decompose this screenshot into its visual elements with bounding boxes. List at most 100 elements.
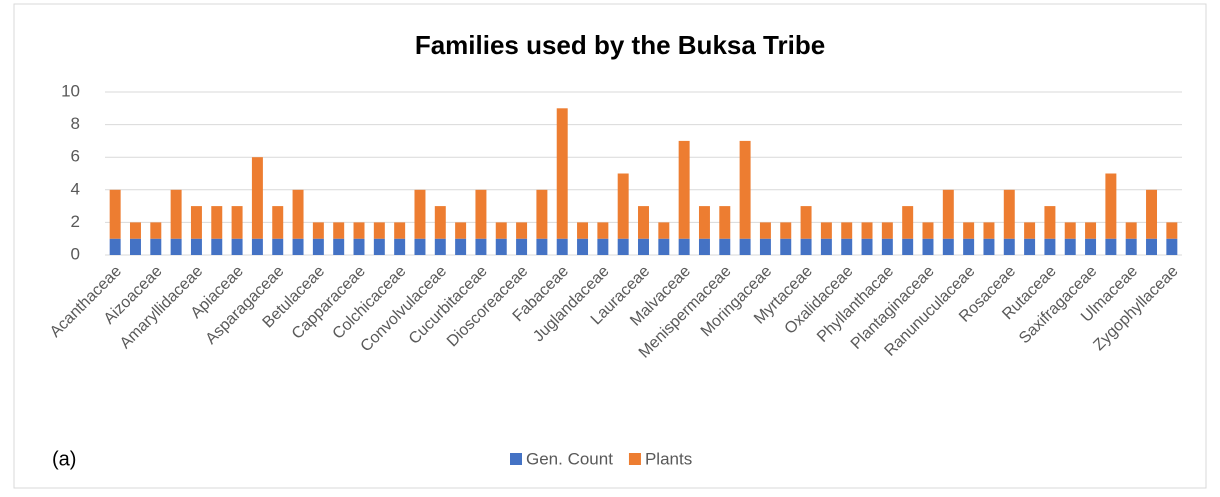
bar-segment xyxy=(170,189,182,239)
bar-segment xyxy=(861,222,873,239)
bar-segment xyxy=(373,238,385,255)
bar-segment xyxy=(251,238,263,255)
bar-segment xyxy=(780,238,792,255)
bar-segment xyxy=(1003,238,1015,255)
bar-segment xyxy=(475,238,487,255)
bar-segment xyxy=(455,222,467,239)
bar-segment xyxy=(129,238,141,255)
bar-segment xyxy=(190,238,202,255)
bar-segment xyxy=(109,189,121,239)
bar-segment xyxy=(394,238,406,255)
bar-segment xyxy=(272,206,284,239)
bar-segment xyxy=(109,238,121,255)
bar-segment xyxy=(231,238,243,255)
bar-segment xyxy=(983,238,995,255)
bar-segment xyxy=(1003,189,1015,239)
y-tick-label: 0 xyxy=(71,244,80,263)
legend-label: Gen. Count xyxy=(526,449,613,468)
bar-segment xyxy=(333,238,345,255)
bar-segment xyxy=(312,238,324,255)
bar-segment xyxy=(129,222,141,239)
bar-segment xyxy=(150,238,162,255)
bar-segment xyxy=(922,222,934,239)
bar-segment xyxy=(414,189,426,239)
bar-segment xyxy=(739,238,751,255)
bar-segment xyxy=(963,238,975,255)
bar-segment xyxy=(1105,173,1117,239)
bar-segment xyxy=(942,189,954,239)
bar-segment xyxy=(1125,222,1137,239)
bar-segment xyxy=(1044,206,1056,239)
bar-segment xyxy=(597,238,609,255)
bar-segment xyxy=(577,238,589,255)
legend-swatch xyxy=(628,453,641,465)
bar-segment xyxy=(1044,238,1056,255)
bar-segment xyxy=(638,206,649,239)
bar-segment xyxy=(170,238,182,255)
bar-segment xyxy=(820,222,832,239)
bar-segment xyxy=(414,238,426,255)
bar-segment xyxy=(658,222,670,239)
bar-segment xyxy=(150,222,162,239)
bar-segment xyxy=(1085,222,1097,239)
bar-segment xyxy=(780,222,792,239)
bar-segment xyxy=(1064,222,1076,239)
bar-segment xyxy=(292,189,304,239)
bar-segment xyxy=(516,238,528,255)
bar-segment xyxy=(678,238,690,255)
bar-segment xyxy=(536,238,548,255)
bar-segment xyxy=(434,206,446,239)
bar-segment xyxy=(190,206,202,239)
y-tick-label: 8 xyxy=(71,114,80,133)
bar-segment xyxy=(251,157,263,239)
bar-segment xyxy=(353,238,365,255)
bar-segment xyxy=(1024,238,1036,255)
bar-segment xyxy=(719,206,731,239)
bar-segment xyxy=(1146,189,1158,239)
y-tick-label: 6 xyxy=(71,147,80,166)
bar-segment xyxy=(942,238,954,255)
bar-segment xyxy=(800,206,812,239)
bar-segment xyxy=(211,206,223,239)
bar-segment xyxy=(678,140,690,239)
bar-segment xyxy=(820,238,832,255)
y-tick-label: 10 xyxy=(61,81,80,100)
bar-segment xyxy=(556,108,568,239)
bar-segment xyxy=(353,222,365,239)
bar-segment xyxy=(698,238,710,255)
bar-segment xyxy=(211,238,223,255)
bar-segment xyxy=(1064,238,1076,255)
legend-label: Plants xyxy=(645,449,692,468)
bar-segment xyxy=(516,222,528,239)
legend-swatch xyxy=(510,453,522,465)
bar-segment xyxy=(1166,222,1178,239)
bar-segment xyxy=(759,222,771,239)
bar-segment xyxy=(475,189,487,239)
bar-segment xyxy=(231,206,243,239)
annotation: (a) xyxy=(52,448,76,470)
bar-segment xyxy=(1024,222,1036,239)
bar-segment xyxy=(312,222,324,239)
chart-title: Families used by the Buksa Tribe xyxy=(415,30,825,60)
bar-segment xyxy=(902,238,914,255)
bar-segment xyxy=(373,222,385,239)
bar-segment xyxy=(577,222,589,239)
bar-segment xyxy=(800,238,812,255)
y-tick-label: 4 xyxy=(71,179,80,198)
bar-segment xyxy=(455,238,467,255)
bar-segment xyxy=(759,238,771,255)
bar-segment xyxy=(272,238,284,255)
bar-segment xyxy=(495,238,507,255)
bar-segment xyxy=(1125,238,1137,255)
bar-segment xyxy=(881,238,893,255)
bar-segment xyxy=(841,238,853,255)
bar-segment xyxy=(658,238,670,255)
bar-segment xyxy=(902,206,914,239)
bar-segment xyxy=(719,238,731,255)
bar-segment xyxy=(536,189,548,239)
bar-segment xyxy=(881,222,893,239)
bar-segment xyxy=(495,222,507,239)
bar-segment xyxy=(394,222,406,239)
bar-segment xyxy=(597,222,609,239)
